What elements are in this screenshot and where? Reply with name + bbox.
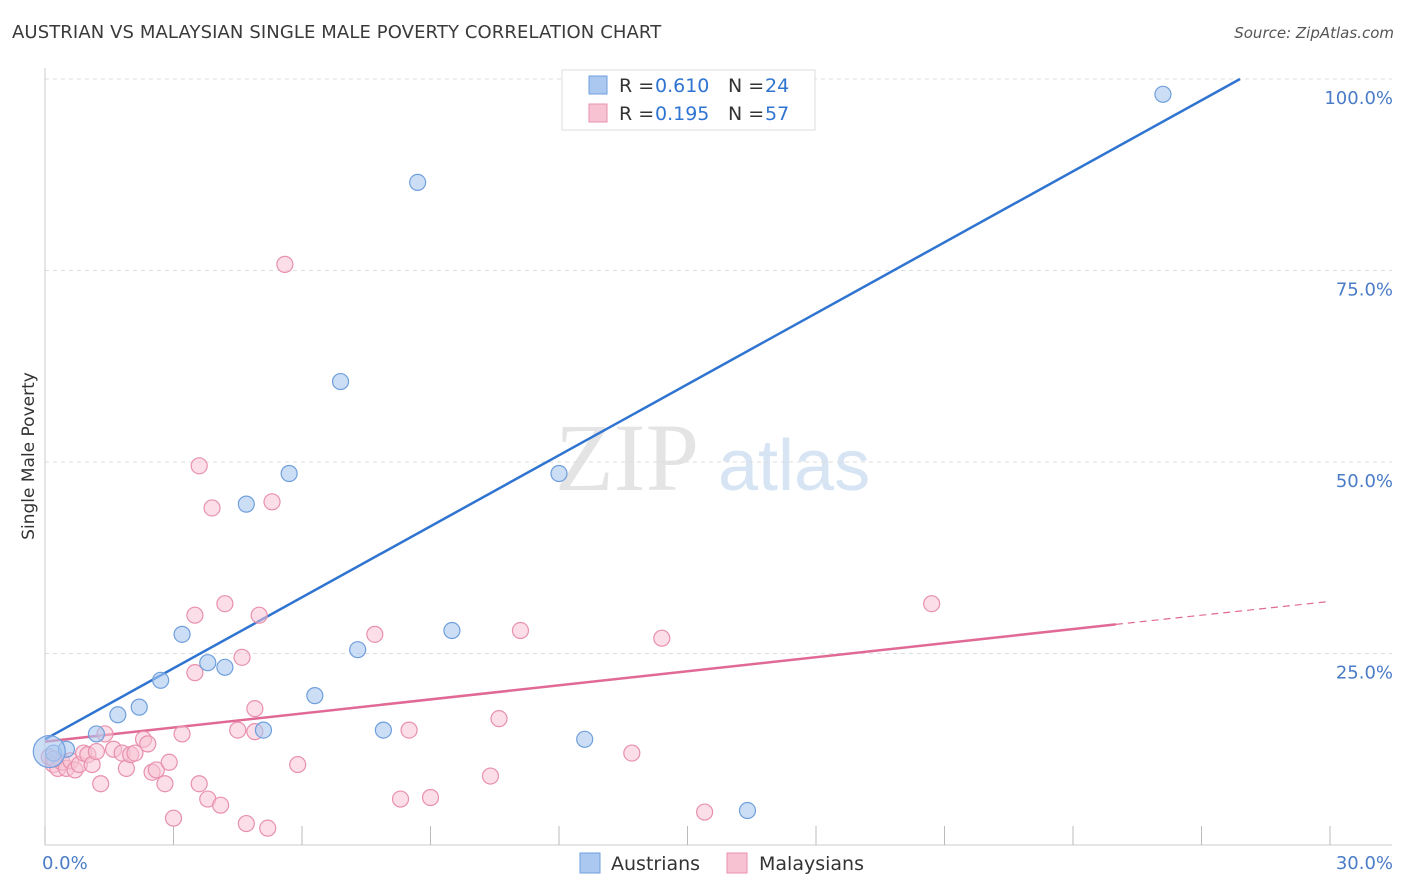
malaysians-point <box>237 814 255 833</box>
legend-n-label-malaysians: N = <box>728 103 764 125</box>
austrians-points <box>32 70 1172 820</box>
austrians-point <box>374 721 392 739</box>
austrians-point <box>254 721 273 739</box>
legend-n-value-austrians: 24 <box>765 75 789 97</box>
source-credit: Source: ZipAtlas.com <box>1234 24 1394 42</box>
austrians-point <box>331 372 350 391</box>
malaysians-point <box>190 457 208 475</box>
axes <box>44 68 1392 846</box>
malaysians-trend-extension <box>1115 600 1331 625</box>
malaysians-point <box>400 721 418 739</box>
legend-n-label-austrians: N = <box>728 75 764 97</box>
legend-r-label-malaysians: R = <box>619 103 654 125</box>
bottom-legend-swatch-malaysians <box>726 852 748 874</box>
malaysians-point <box>233 648 251 666</box>
bottom-legend-label-austrians: Austrians <box>611 853 700 875</box>
austrians-point <box>1154 85 1172 103</box>
austrians-point <box>109 706 127 724</box>
legend-r-value-austrians: 0.610 <box>655 75 709 97</box>
malaysians-point <box>696 803 714 821</box>
malaysians-point <box>156 775 174 793</box>
malaysians-point <box>126 744 144 762</box>
austrians-point <box>550 464 568 483</box>
x-tick-label-min: 0.0% <box>42 853 88 874</box>
y-tick-label: 25.0% <box>1336 663 1393 684</box>
malaysians-point <box>186 606 204 624</box>
malaysians-point <box>229 721 247 739</box>
malaysians-point <box>259 819 277 837</box>
austrians-point <box>130 698 148 716</box>
malaysians-point <box>203 499 221 517</box>
malaysians-point <box>186 664 204 682</box>
malaysians-point <box>160 753 178 771</box>
malaysians-point <box>490 710 508 728</box>
x-tick-label-max: 30.0% <box>1336 853 1393 874</box>
malaysians-point <box>289 755 307 774</box>
malaysians-point <box>923 595 941 613</box>
austrians-point <box>738 801 757 820</box>
legend-swatch-malaysians <box>588 103 608 123</box>
malaysians-point <box>212 796 230 814</box>
legend-n-value-malaysians: 57 <box>765 103 789 125</box>
malaysians-point <box>391 790 410 808</box>
correlation-legend: R = 0.610 N = 24 R = 0.195 N = 57 <box>561 69 816 131</box>
malaysians-trend-line <box>44 623 1116 743</box>
tick-labels: 25.0% 50.0% 75.0% 100.0% 0.0% 30.0% <box>42 88 1393 874</box>
malaysians-point <box>87 742 106 761</box>
malaysians-point <box>92 775 110 793</box>
legend-r-label-austrians: R = <box>619 75 654 97</box>
bottom-legend-swatch-austrians <box>579 852 601 874</box>
austrians-point <box>280 464 298 483</box>
malaysians-point <box>190 775 208 793</box>
malaysians-point <box>511 621 530 640</box>
legend-swatch-austrians <box>588 75 608 95</box>
austrians-point <box>349 641 367 659</box>
austrians-point <box>576 730 594 748</box>
austrians-point <box>173 625 191 643</box>
y-axis-label: Single Male Poverty <box>19 372 39 540</box>
austrians-point <box>216 658 234 676</box>
malaysians-point <box>147 761 165 779</box>
y-tick-label: 75.0% <box>1336 280 1393 301</box>
malaysians-point <box>250 606 268 624</box>
malaysians-point <box>421 788 440 807</box>
austrians-point <box>32 734 66 769</box>
grid-lines <box>45 78 1392 654</box>
chart-title: AUSTRIAN VS MALAYSIAN SINGLE MALE POVERT… <box>12 22 662 43</box>
malaysians-point <box>366 625 384 643</box>
y-tick-label: 100.0% <box>1324 88 1393 109</box>
malaysians-point <box>216 595 234 613</box>
austrians-point <box>152 671 170 689</box>
trend-lines <box>44 77 1331 743</box>
series-legend: Austrians Malaysians <box>579 852 864 875</box>
austrians-trend-line <box>44 77 1241 741</box>
watermark-zip: ZIP <box>555 404 699 511</box>
malaysians-point <box>623 744 641 762</box>
austrians-point <box>237 495 255 513</box>
y-tick-label: 50.0% <box>1336 471 1393 492</box>
legend-r-value-malaysians: 0.195 <box>655 103 709 125</box>
malaysians-point <box>263 493 281 511</box>
malaysians-point <box>246 700 264 718</box>
malaysians-points <box>40 255 941 837</box>
malaysians-point <box>653 629 671 647</box>
austrians-point <box>443 621 461 640</box>
austrians-point <box>409 173 427 192</box>
malaysians-point <box>164 809 183 827</box>
austrians-point <box>87 725 106 743</box>
malaysians-point <box>139 735 157 753</box>
malaysians-point <box>173 725 191 743</box>
malaysians-point <box>481 767 500 785</box>
watermark-atlas: atlas <box>718 426 870 506</box>
malaysians-point <box>276 255 294 273</box>
bottom-legend-label-malaysians: Malaysians <box>759 853 864 875</box>
austrians-point <box>306 687 324 705</box>
austrians-point <box>199 654 217 672</box>
